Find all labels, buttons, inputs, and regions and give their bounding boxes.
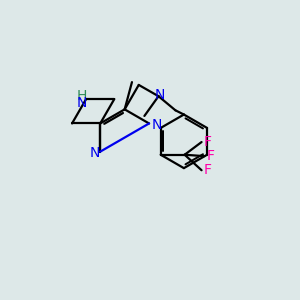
Text: N: N xyxy=(155,88,165,102)
Text: F: F xyxy=(203,135,211,149)
Text: H: H xyxy=(76,89,87,103)
Text: N: N xyxy=(76,96,87,110)
Text: F: F xyxy=(203,163,211,177)
Text: N: N xyxy=(151,118,162,132)
Text: F: F xyxy=(206,149,214,163)
Text: N: N xyxy=(90,146,101,160)
